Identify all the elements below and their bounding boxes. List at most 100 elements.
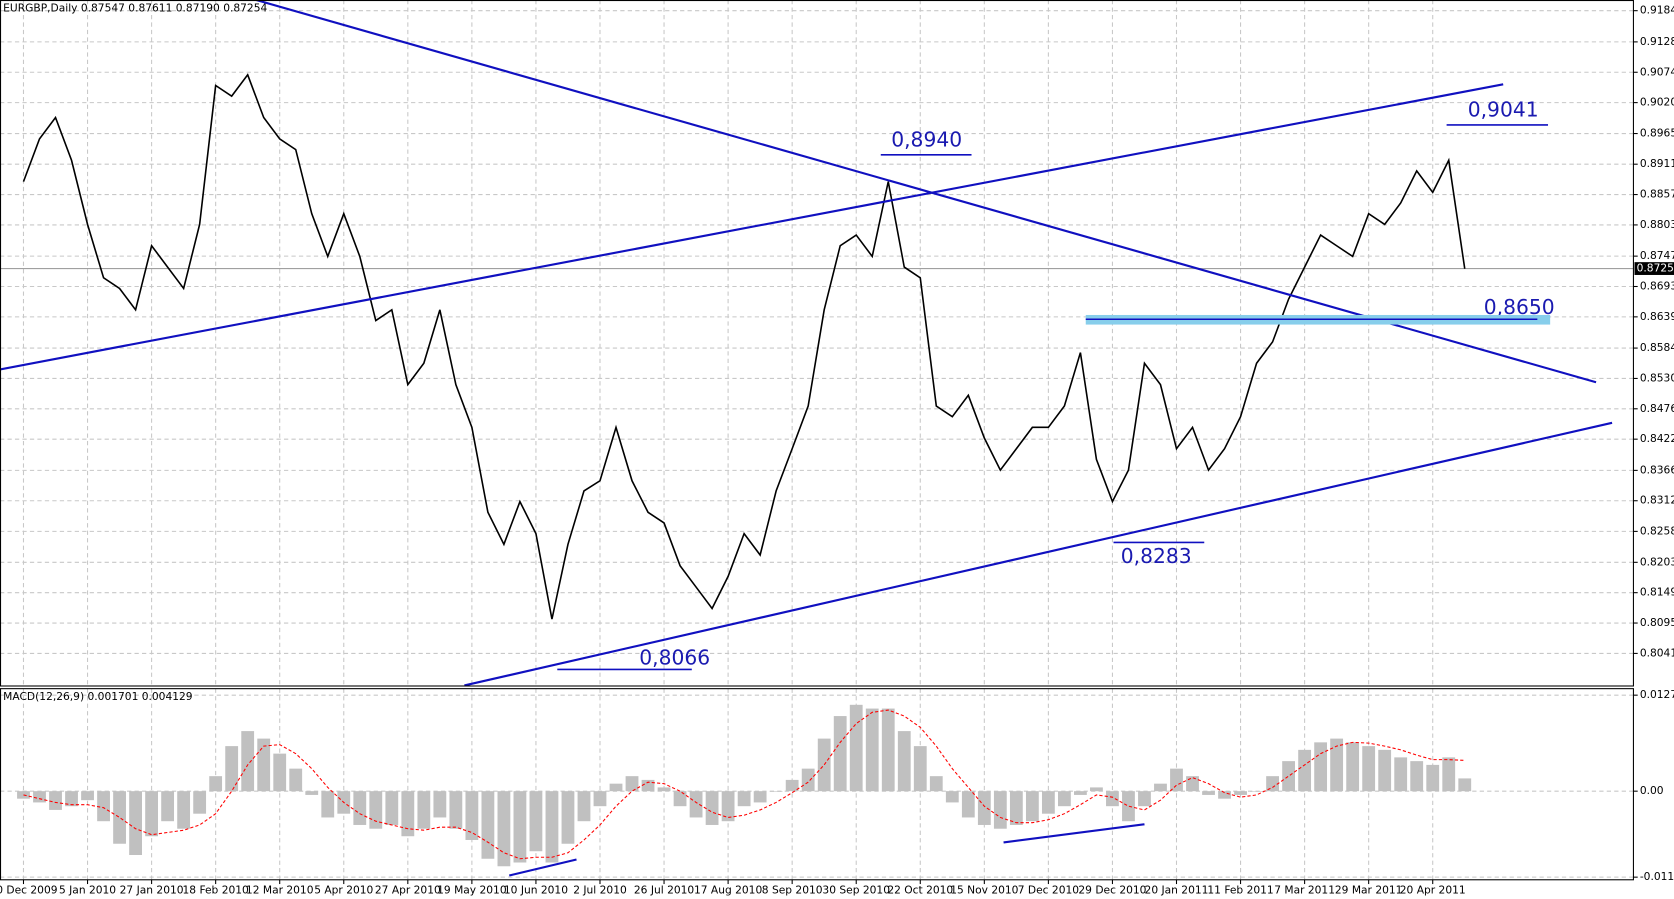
y-tick-label: 0.89655 — [1640, 127, 1674, 140]
macd-bar — [305, 791, 319, 795]
macd-bar — [1346, 742, 1360, 792]
x-tick-label: 7 Dec 2010 — [1018, 883, 1080, 896]
macd-panel-frame — [0, 688, 1634, 881]
divergence-line — [1003, 823, 1145, 844]
macd-bar — [753, 791, 767, 803]
macd-header: MACD(12,26,9) 0.001701 0.004129 — [3, 690, 193, 703]
macd-bar — [481, 791, 495, 859]
annotation: 0,8066 — [639, 645, 710, 669]
macd-bar — [1122, 791, 1135, 822]
x-tick-label: 8 Sep 2010 — [762, 883, 823, 896]
macd-bar — [529, 791, 543, 852]
macd-bar — [737, 791, 751, 807]
last-price-label: 0.87254 — [1637, 262, 1674, 275]
macd-bar — [1234, 791, 1247, 795]
x-tick-label: 15 Nov 2010 — [950, 883, 1018, 896]
macd-bar — [1410, 761, 1424, 792]
macd-bar — [1009, 791, 1023, 825]
macd-bar — [465, 791, 479, 840]
x-tick-label: 11 Feb 2011 — [1207, 883, 1273, 896]
y-tick-label: 0.90745 — [1640, 65, 1674, 78]
x-tick-label: 5 Jan 2010 — [59, 883, 116, 896]
macd-bar — [865, 708, 879, 792]
x-tick-label: 26 Jul 2010 — [634, 883, 695, 896]
macd-bar — [289, 768, 303, 792]
y-tick-label: 0.85300 — [1640, 371, 1674, 384]
macd-bar — [417, 791, 431, 829]
macd-bar — [1330, 738, 1344, 792]
macd-bar — [705, 791, 719, 825]
x-tick-label: 10 Dec 2009 — [0, 883, 58, 896]
macd-bar — [833, 716, 847, 792]
macd-bar — [321, 791, 335, 818]
macd-bar — [785, 779, 799, 792]
annotation: 0,9041 — [1468, 98, 1539, 122]
macd-bar — [1170, 768, 1183, 792]
macd-bar — [689, 791, 703, 818]
x-tick-label: 17 Aug 2010 — [694, 883, 762, 896]
x-tick-label: 19 May 2010 — [437, 883, 507, 896]
x-tick-label: 20 Jan 2011 — [1145, 883, 1209, 896]
macd-bar — [881, 708, 895, 792]
macd-bar — [385, 791, 399, 825]
x-tick-label: 2 Jul 2010 — [573, 883, 627, 896]
y-tick-label: 0.91840 — [1640, 4, 1674, 17]
macd-bar — [273, 753, 287, 792]
macd-bar — [161, 791, 175, 822]
macd-bar — [641, 779, 655, 792]
x-tick-label: 18 Feb 2010 — [182, 883, 249, 896]
trend-line — [0, 83, 1504, 371]
macd-bar — [129, 791, 142, 855]
y-tick-label: 0.88570 — [1640, 188, 1674, 201]
macd-bar — [1458, 778, 1472, 792]
macd-bar — [241, 731, 255, 792]
macd-bar — [1154, 783, 1167, 792]
macd-bar — [721, 791, 735, 822]
plot — [17, 73, 1472, 867]
annotation: 0,8283 — [1121, 544, 1192, 568]
macd-bar — [897, 731, 911, 792]
macd-bar — [1041, 791, 1055, 814]
frame — [0, 0, 1634, 881]
price-line — [22, 73, 1466, 620]
macd-bar — [193, 791, 207, 814]
drawings — [0, 0, 1613, 877]
macd-bar — [449, 791, 463, 829]
y-tick-label: 0.82030 — [1640, 555, 1674, 568]
macd-bar — [1378, 749, 1392, 792]
macd-bar — [625, 776, 639, 792]
x-tick-label: 7 Mar 2011 — [1274, 883, 1335, 896]
x-tick-label: 12 Mar 2010 — [246, 883, 314, 896]
grid — [0, 0, 1634, 880]
macd-bar — [497, 791, 511, 867]
x-tick-label: 27 Jan 2010 — [120, 883, 184, 896]
macd-bar — [1186, 776, 1199, 792]
y-tick-label: 0.84760 — [1640, 402, 1674, 415]
x-tick-label: 27 Apr 2010 — [375, 883, 441, 896]
y-tick-label: 0.80950 — [1640, 616, 1674, 629]
macd-bar — [369, 791, 383, 829]
macd-bar — [1426, 764, 1440, 792]
y-tick-label: 0.91285 — [1640, 35, 1674, 48]
macd-bar — [817, 738, 831, 792]
x-tick-label: 29 Dec 2010 — [1078, 883, 1146, 896]
macd-bar — [1106, 791, 1119, 807]
y-tick-label: 0.012785 — [1640, 688, 1674, 701]
macd-bar — [1057, 791, 1071, 807]
x-tick-label: 22 Oct 2010 — [887, 883, 953, 896]
macd-bar — [1138, 791, 1151, 807]
macd-bar — [49, 791, 62, 810]
x-tick-label: 10 Jun 2010 — [504, 883, 568, 896]
y-tick-label: -0.01145 — [1640, 870, 1674, 883]
macd-bar — [545, 791, 559, 863]
annotation: 0,8940 — [891, 127, 962, 151]
macd-bar — [1090, 787, 1103, 792]
macd-bar — [1314, 742, 1328, 792]
y-tick-label: 0.83665 — [1640, 463, 1674, 476]
last-price-tag — [1634, 262, 1674, 275]
y-tick-label: 0.86935 — [1640, 279, 1674, 292]
macd-bar — [145, 791, 159, 837]
y-tick-label: 0.85840 — [1640, 341, 1674, 354]
macd-bar — [849, 704, 863, 792]
macd-bar — [17, 791, 30, 799]
